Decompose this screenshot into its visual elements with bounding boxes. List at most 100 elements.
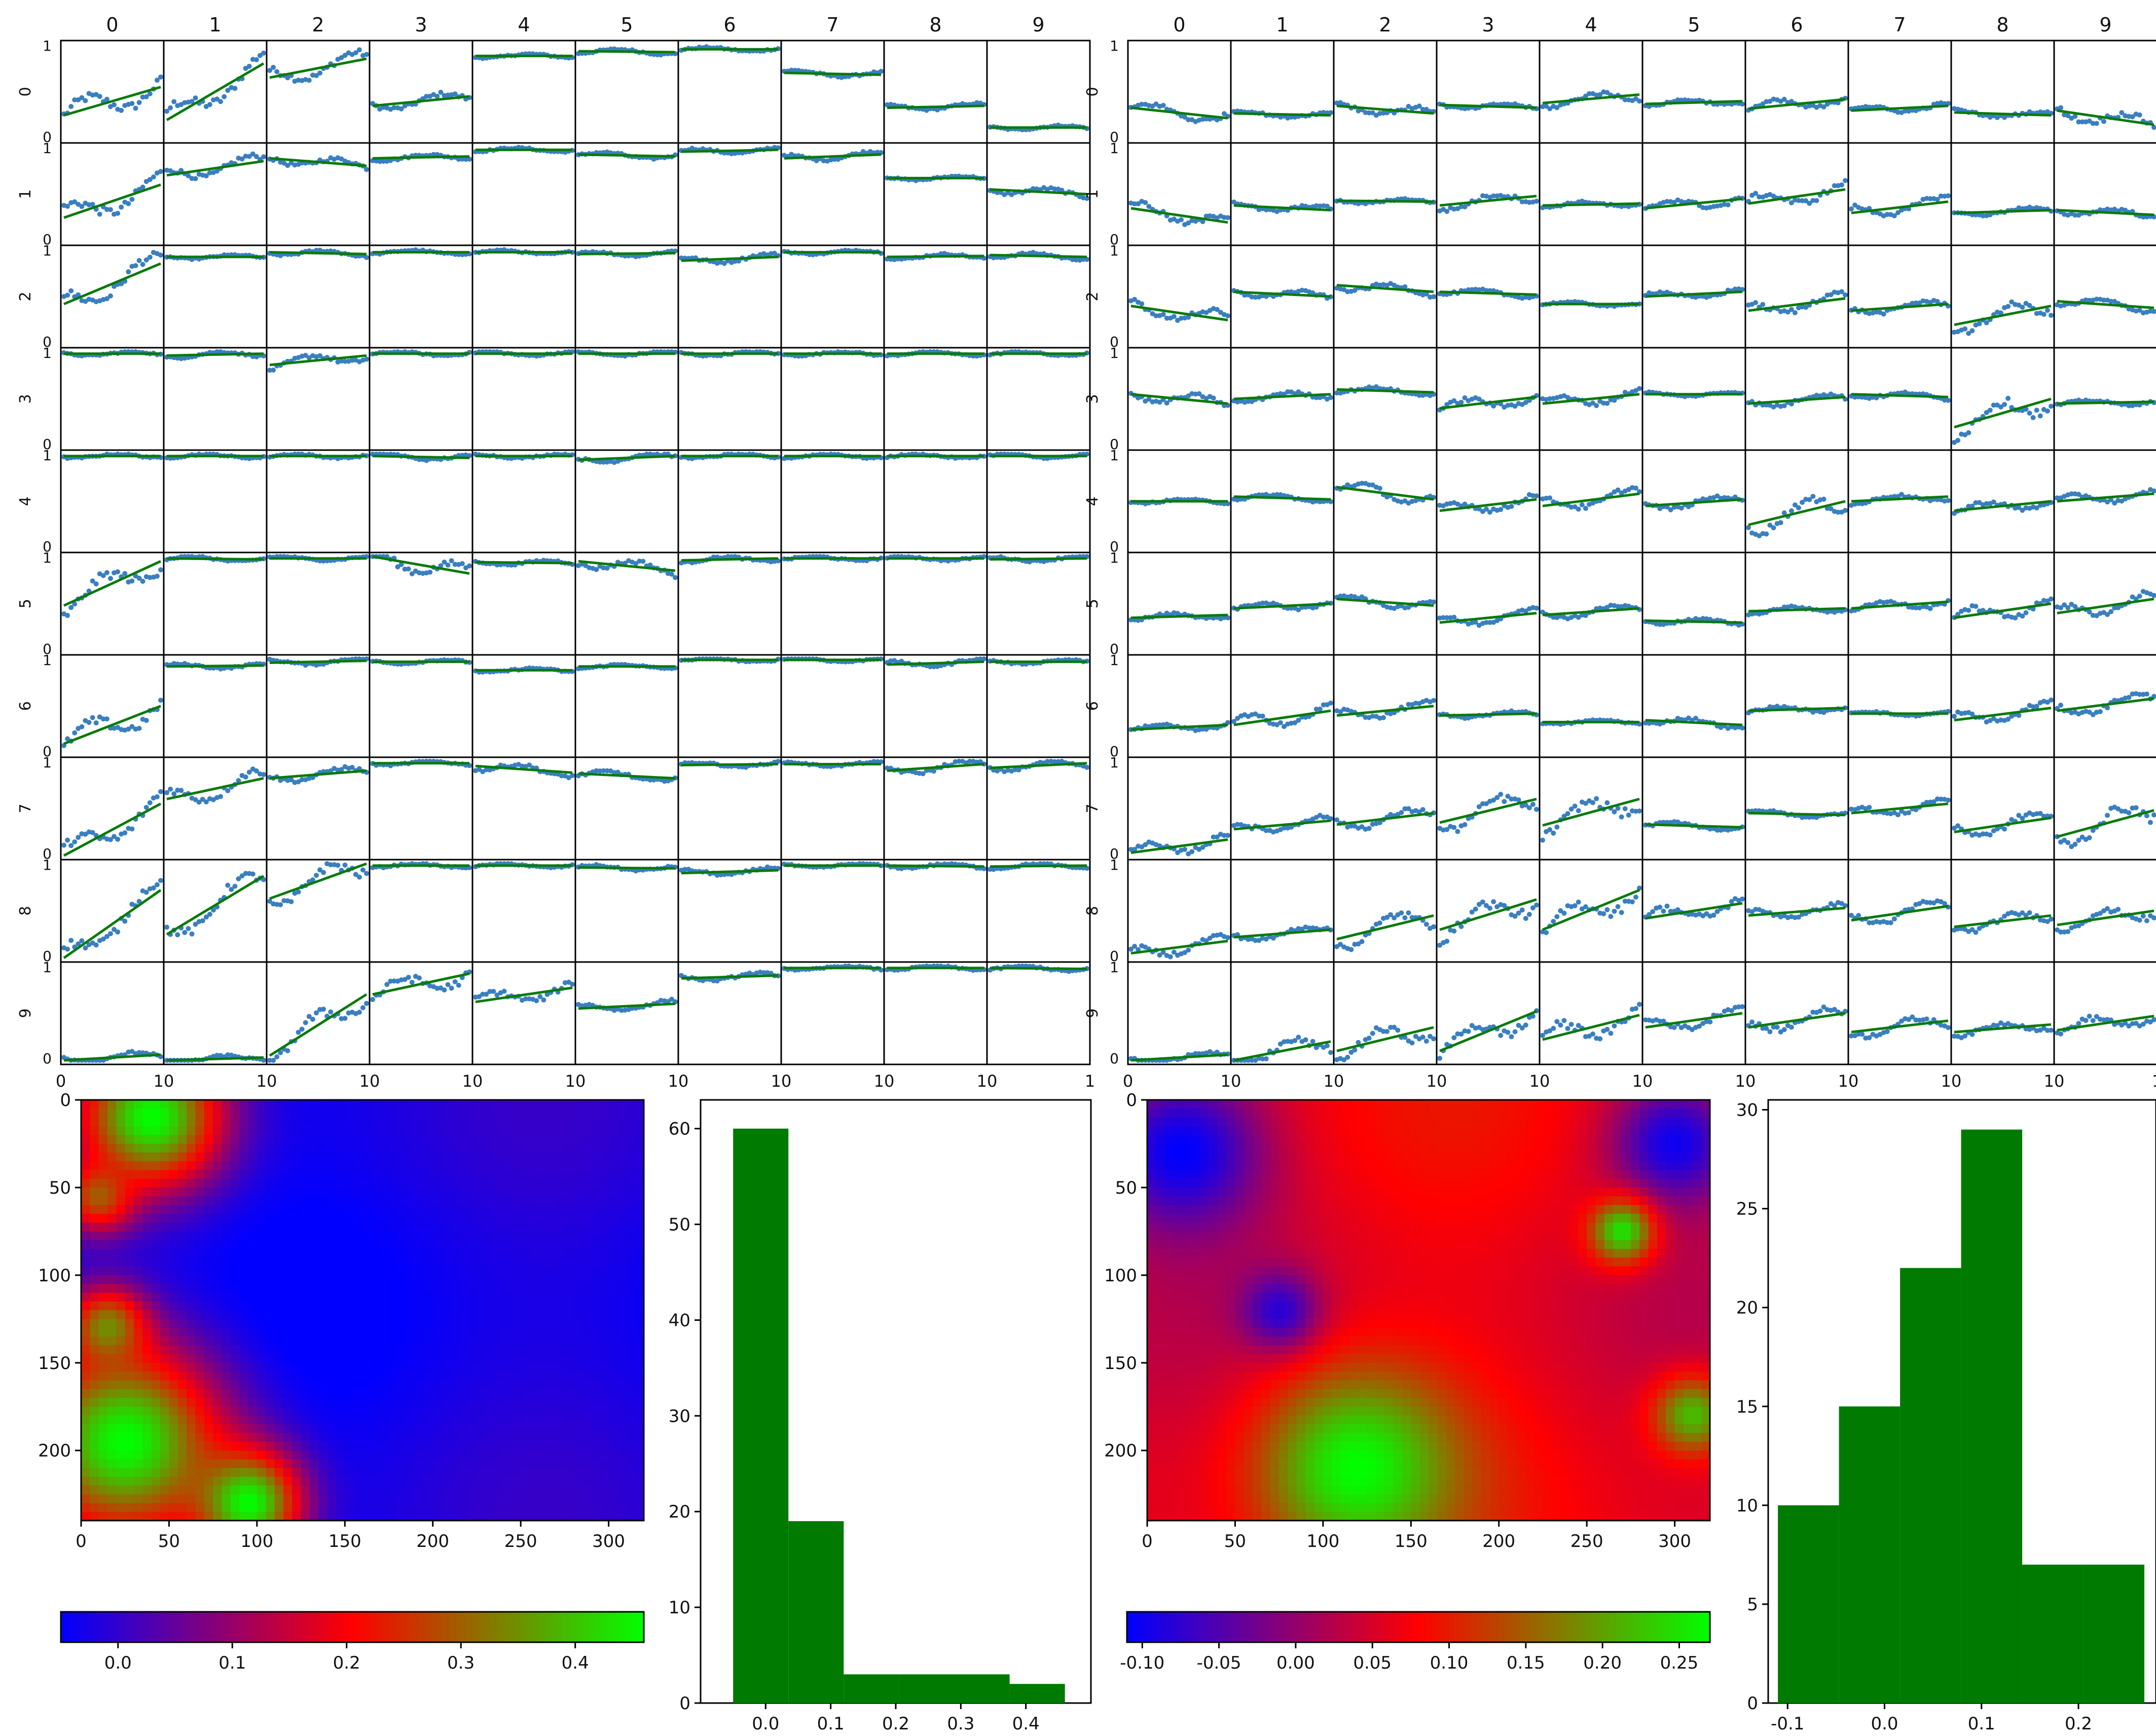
scatter-point: [456, 982, 461, 988]
row-label: 2: [17, 291, 34, 301]
scatter-point: [416, 975, 422, 981]
scatter-point: [1594, 403, 1599, 409]
scatter-point: [1451, 614, 1457, 620]
scatter-point: [406, 975, 411, 980]
fit-line: [166, 62, 265, 121]
fit-line: [681, 149, 779, 153]
scatter-point: [140, 262, 145, 267]
scatter-point: [171, 791, 177, 797]
scatter-point: [65, 837, 70, 843]
scatter-point: [281, 160, 287, 166]
scatter-point: [1987, 408, 1993, 413]
scatter-point: [214, 96, 220, 102]
scatter-point: [342, 862, 348, 868]
y-tick-label: 1: [43, 447, 52, 464]
scatter-point: [104, 207, 109, 212]
scatter-point: [1962, 326, 1968, 331]
scatter-point: [442, 987, 447, 993]
scatter-point: [72, 730, 78, 735]
scatter-point: [158, 697, 163, 703]
fit-line: [269, 57, 367, 79]
scatter-point: [1843, 292, 1848, 298]
scatter-point: [364, 167, 369, 172]
scatter-point: [72, 839, 78, 844]
scatter-point: [164, 790, 169, 795]
row-label: 6: [17, 701, 34, 711]
scatter-point: [129, 578, 135, 584]
row-label: 7: [17, 803, 34, 813]
y-tick-label: 1: [43, 140, 52, 157]
scatter-point: [313, 872, 319, 878]
fit-line: [1336, 199, 1434, 203]
scatter-point: [2030, 415, 2036, 420]
scatter-grid-left: 0 1 2 3 4 5 6 7 8 9010110210310410510610710810910…: [17, 14, 1095, 1091]
scatter-point: [459, 561, 465, 567]
scatter-point: [140, 94, 145, 100]
scatter-point: [178, 788, 184, 793]
scatter-point: [164, 925, 169, 930]
scatter-point: [1225, 215, 1230, 220]
scatter-point: [278, 902, 283, 908]
x-tick-label: 10: [565, 1072, 586, 1091]
scatter-point: [115, 210, 121, 216]
scatter-point: [424, 94, 429, 99]
row-label: 1: [17, 189, 34, 199]
scatter-point: [1946, 397, 1951, 403]
scatter-point: [214, 168, 220, 174]
grid-cell-r0-c8: [883, 40, 988, 144]
scatter-point: [445, 562, 451, 568]
fit-line: [681, 763, 779, 766]
fit-line: [63, 262, 161, 306]
scatter-point: [285, 163, 290, 168]
grid-cell-r0-c0: [60, 40, 165, 144]
scatter-point: [1792, 310, 1798, 316]
scatter-point: [467, 563, 472, 569]
scatter-point: [168, 786, 173, 792]
scatter-point: [243, 774, 248, 780]
y-tick-label: 1: [43, 652, 52, 669]
scatter-point: [112, 102, 117, 107]
x-tick-label: 10: [359, 1072, 380, 1091]
scatter-point: [65, 613, 70, 618]
row-label: 3: [17, 394, 34, 403]
fit-line: [784, 71, 882, 77]
scatter-point: [1969, 328, 1975, 334]
scatter-point: [97, 94, 102, 99]
scatter-point: [68, 605, 74, 610]
scatter-point: [126, 201, 131, 206]
scatter-point: [356, 1010, 362, 1015]
scatter-point: [83, 98, 88, 103]
scatter-point: [222, 94, 227, 99]
scatter-point: [673, 575, 678, 580]
scatter-point: [147, 177, 153, 182]
fit-line: [63, 183, 161, 219]
column-header: 3: [415, 14, 427, 36]
x-tick-label: 10: [462, 1072, 483, 1091]
scatter-point: [1579, 502, 1585, 507]
y-tick-label: 1: [43, 549, 52, 566]
scatter-point: [122, 830, 128, 836]
column-header: 7: [826, 14, 838, 36]
scatter-point: [534, 998, 539, 1004]
scatter-point: [164, 108, 169, 114]
scatter-point: [288, 899, 294, 904]
scatter-point: [303, 1020, 308, 1025]
scatter-point: [147, 254, 153, 260]
fit-line: [887, 104, 984, 109]
scatter-point: [119, 107, 124, 113]
scatter-point: [1955, 437, 1961, 443]
scatter-point: [218, 99, 224, 104]
scatter-point: [449, 558, 454, 564]
scatter-point: [1633, 485, 1638, 491]
scatter-point: [353, 50, 358, 56]
fit-line: [269, 157, 367, 167]
scatter-point: [2005, 395, 2011, 401]
fit-line: [887, 254, 984, 258]
scatter-point: [1966, 608, 1971, 613]
scatter-point: [119, 281, 124, 286]
fit-line: [578, 153, 676, 158]
scatter-point: [1849, 206, 1854, 212]
fit-line: [887, 864, 984, 868]
scatter-point: [310, 1016, 315, 1022]
scatter-point: [271, 367, 276, 373]
